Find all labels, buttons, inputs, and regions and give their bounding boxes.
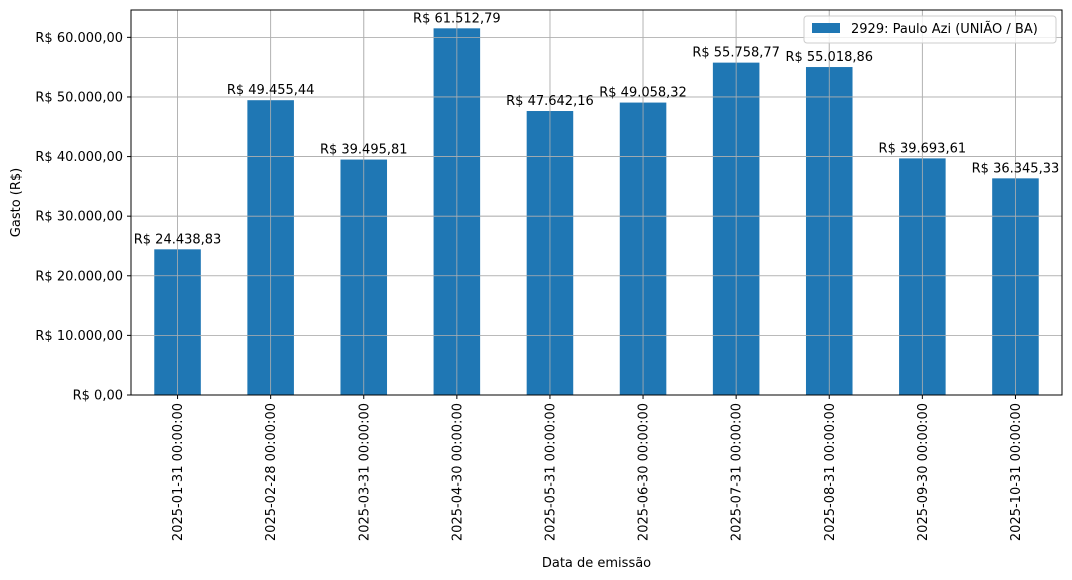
y-tick-label: R$ 60.000,00 (35, 31, 123, 46)
x-tick-label: 2025-05-31 00:00:00 (543, 403, 558, 541)
y-tick-label: R$ 30.000,00 (35, 210, 123, 225)
data-label: R$ 36.345,33 (972, 161, 1060, 176)
data-label: R$ 55.018,86 (785, 50, 873, 65)
x-tick-label: 2025-08-31 00:00:00 (823, 403, 838, 541)
data-label: R$ 49.455,44 (227, 83, 315, 98)
x-tick-label: 2025-01-31 00:00:00 (171, 403, 186, 541)
x-tick-label: 2025-09-30 00:00:00 (916, 403, 931, 541)
y-tick-label: R$ 10.000,00 (35, 329, 123, 344)
data-label: R$ 55.758,77 (692, 46, 780, 61)
legend: 2929: Paulo Azi (UNIÃO / BA) (803, 15, 1057, 44)
y-axis-ticks: R$ 0,00 R$ 10.000,00 R$ 20.000,00 R$ 30.000… (35, 31, 131, 404)
data-label: R$ 61.512,79 (413, 11, 501, 26)
x-tick-label: 2025-07-31 00:00:00 (730, 403, 745, 541)
x-tick-label: 2025-04-30 00:00:00 (450, 403, 465, 541)
data-label: R$ 47.642,16 (506, 94, 594, 109)
legend-swatch (812, 23, 840, 33)
legend-label: 2929: Paulo Azi (UNIÃO / BA) (851, 21, 1038, 37)
data-labels: R$ 24.438,83 R$ 49.455,44 R$ 39.495,81 R$ 6… (134, 11, 1060, 247)
x-tick-label: 2025-06-30 00:00:00 (637, 403, 652, 541)
data-label: R$ 39.495,81 (320, 143, 408, 158)
x-axis-label: Data de emissão (542, 556, 651, 571)
y-tick-label: R$ 0,00 (73, 389, 123, 404)
y-tick-label: R$ 40.000,00 (35, 150, 123, 165)
y-axis-label: Gasto (R$) (9, 168, 24, 237)
data-label: R$ 24.438,83 (134, 232, 222, 247)
y-tick-label: R$ 20.000,00 (35, 269, 123, 284)
data-label: R$ 39.693,61 (879, 141, 967, 156)
x-tick-label: 2025-02-28 00:00:00 (264, 403, 279, 541)
x-tick-label: 2025-03-31 00:00:00 (357, 403, 372, 541)
x-axis-ticks: 2025-01-31 00:00:00 2025-02-28 00:00:00 20… (171, 395, 1024, 541)
x-tick-label: 2025-10-31 00:00:00 (1009, 403, 1024, 541)
y-tick-label: R$ 50.000,00 (35, 90, 123, 105)
plot-frame (130, 9, 1063, 396)
legend-box (803, 15, 1057, 44)
data-label: R$ 49.058,32 (599, 86, 687, 101)
